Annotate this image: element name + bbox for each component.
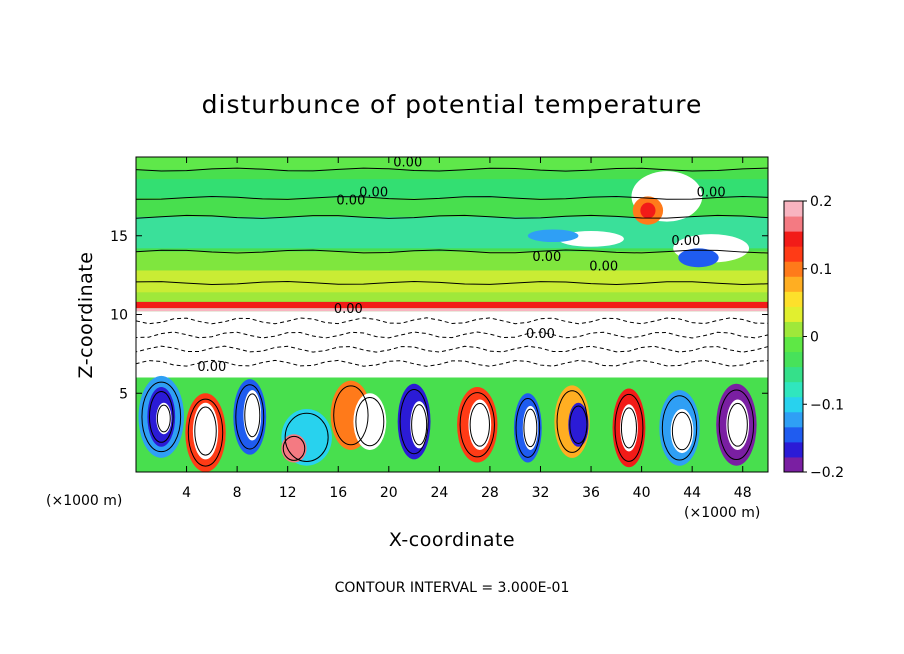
colorbar: 0.2 0.1 0 −0.1 −0.2 [783,194,844,481]
x-unit-label: (×1000 m) [684,505,760,521]
x-tick-label: 48 [734,485,752,501]
colorbar-tick-label: 0 [810,330,819,346]
contour-label: 0.00 [359,185,388,200]
colorbar-swatch [784,351,803,368]
colorbar-swatch [784,231,803,247]
contour-label: 0.00 [336,193,365,208]
contour-interval: CONTOUR INTERVAL = 3.000E-01 [335,580,570,596]
colorbar-swatch [784,411,803,428]
contour-label: 0.00 [589,259,618,274]
x-tick-label: 12 [279,485,297,501]
x-tick-label: 8 [233,485,242,501]
chart-title: disturbunce of potential temperature [202,90,703,119]
colorbar-tick-label: 0.1 [810,262,832,278]
colorbar-swatch [784,456,803,473]
colorbar-swatch [784,216,803,232]
contour-label: 0.00 [671,234,700,249]
x-tick-label: 16 [329,485,347,501]
colorbar-swatch [784,336,803,353]
colorbar-tick-label: −0.2 [810,465,844,481]
x-tick-label: 24 [430,485,448,501]
colorbar-swatch [784,246,803,262]
z-unit-label: (×1000 m) [46,493,122,509]
contour-label: 0.00 [334,302,363,317]
colorbar-tick-label: 0.2 [810,194,832,210]
contour-label: 0.00 [393,155,422,170]
x-tick-label: 20 [380,485,398,501]
colorbar-swatch [784,396,803,413]
y-axis-label: Z-coordinate [75,252,97,379]
colorbar-tick-label: −0.1 [810,397,844,413]
colorbar-swatch [784,306,803,322]
contour-label: 0.00 [526,327,555,342]
colorbar-swatch [784,381,803,398]
x-axis-label: X-coordinate [389,529,515,551]
plot-area: 0.000.000.000.000.000.000.000.000.000.00 [136,155,768,472]
contour-label: 0.00 [197,360,226,375]
colorbar-swatch [784,291,803,307]
x-tick-label: 4 [182,485,191,501]
x-axis: 4 8 12 16 20 24 28 32 36 40 44 48 [182,157,752,501]
colorbar-swatch [784,426,803,443]
contour-label: 0.00 [532,250,561,265]
x-tick-label: 40 [633,485,651,501]
x-tick-label: 44 [683,485,701,501]
colorbar-swatch [784,276,803,292]
contour-label: 0.00 [697,185,726,200]
colorbar-swatch [784,261,803,277]
x-tick-label: 28 [481,485,499,501]
y-tick-label: 10 [110,308,128,324]
x-tick-label: 36 [582,485,600,501]
y-axis: 5 10 15 [110,229,768,402]
y-tick-label: 5 [119,386,128,402]
colorbar-swatch [784,321,803,337]
x-tick-label: 32 [532,485,550,501]
colorbar-swatch [784,366,803,383]
colorbar-swatch [784,441,803,458]
y-tick-label: 15 [110,229,128,245]
colorbar-swatch [784,201,803,217]
